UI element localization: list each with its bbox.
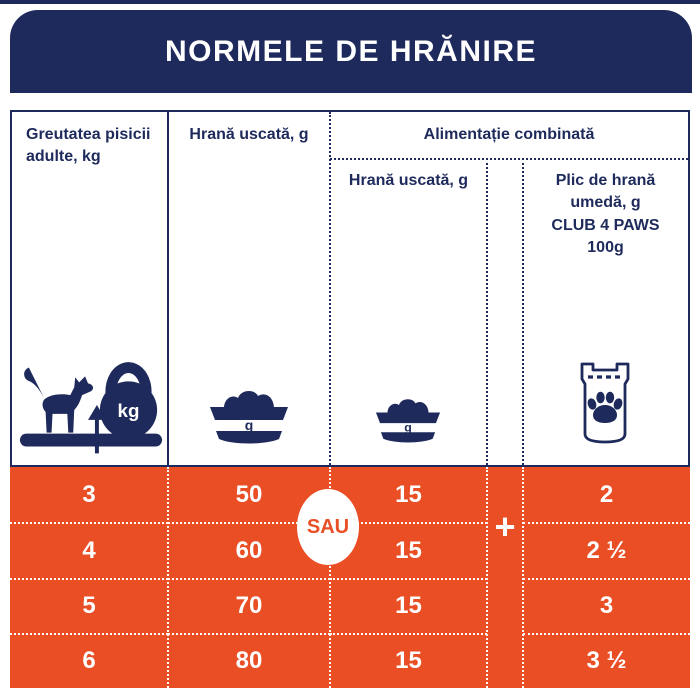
pouch-outline	[580, 362, 630, 444]
weight-column-header: Greutatea pisicii adulte, kg	[26, 126, 151, 165]
dry-value: 70	[168, 577, 330, 633]
combined-dry-subheader: Hrană uscată, g	[348, 172, 469, 189]
dry-value: 50	[235, 480, 263, 508]
wet-value: 2	[599, 480, 614, 508]
bowl-food	[224, 390, 274, 409]
cat-silhouette	[24, 367, 94, 433]
paw-print-icon	[587, 391, 623, 423]
arrow-head	[88, 405, 106, 420]
bowl-base	[380, 432, 436, 443]
column-divider-dotted-2	[486, 158, 488, 465]
weight-value: 5	[10, 577, 168, 633]
top-border-strip	[0, 0, 700, 4]
plus-gutter	[487, 578, 523, 633]
wet-food-pouch-icon	[580, 362, 630, 444]
bowl-label: g	[404, 420, 412, 434]
value-column-divider-4	[522, 467, 524, 688]
combined-dry-bowl-icon: g	[375, 399, 441, 443]
feeding-values-block: 3 50 15 2 4 60 15 2 ½ 5 70 15 3 6 80 15 …	[10, 467, 690, 688]
combined-dry-value: 15	[395, 480, 422, 508]
or-badge: SAU	[297, 489, 359, 565]
feeding-table-header: Greutatea pisicii adulte, kg Hrană uscat…	[10, 110, 690, 467]
page-title: NORMELE DE HRĂNIRE	[164, 34, 537, 68]
dry-food-bowl-icon: g	[210, 390, 288, 444]
kettlebell-label: kg	[118, 400, 140, 421]
plus-gutter	[487, 633, 523, 688]
combined-dry-value: 15	[330, 577, 487, 633]
plus-sign: +	[494, 506, 516, 547]
column-divider-solid	[167, 112, 169, 465]
wet-pouch-subheader: Plic de hrană umedă, g CLUB 4 PAWS 100g	[551, 172, 660, 257]
bowl-label: g	[245, 417, 254, 433]
combined-dry-value: 15	[330, 632, 487, 688]
wet-value: 3	[523, 577, 690, 633]
bowl-rim	[375, 412, 441, 424]
wet-value: 2 ½	[523, 522, 690, 577]
value-column-divider-2	[329, 467, 331, 688]
combined-dry-value: 15	[330, 522, 487, 577]
subheader-divider-dotted	[330, 158, 688, 160]
kettlebell-body	[99, 381, 158, 439]
bowl-rim	[210, 407, 288, 420]
column-divider-dotted-3	[522, 158, 524, 465]
weight-value: 3	[82, 480, 96, 508]
wet-value: 3 ½	[523, 632, 690, 688]
bowl-base	[216, 431, 282, 444]
value-column-divider-1	[167, 467, 169, 688]
arrow-shaft	[94, 416, 99, 454]
kettlebell-handle	[105, 362, 152, 407]
dry-value: 80	[168, 632, 330, 688]
dry-food-column-header: Hrană uscată, g	[189, 126, 309, 143]
dry-value: 60	[168, 522, 330, 577]
cat-weight-scale-icon: kg	[19, 362, 163, 454]
weight-value: 4	[10, 522, 168, 577]
title-banner: NORMELE DE HRĂNIRE	[10, 10, 692, 93]
value-column-divider-3	[486, 467, 488, 688]
values-grid: 3 50 15 2 4 60 15 2 ½ 5 70 15 3 6 80 15 …	[10, 467, 690, 688]
bowl-food	[387, 399, 429, 415]
scale-bar	[19, 433, 163, 447]
combined-feeding-header: Alimentație combinată	[423, 126, 595, 143]
column-divider-dotted-1	[329, 112, 331, 465]
weight-value: 6	[10, 632, 168, 688]
